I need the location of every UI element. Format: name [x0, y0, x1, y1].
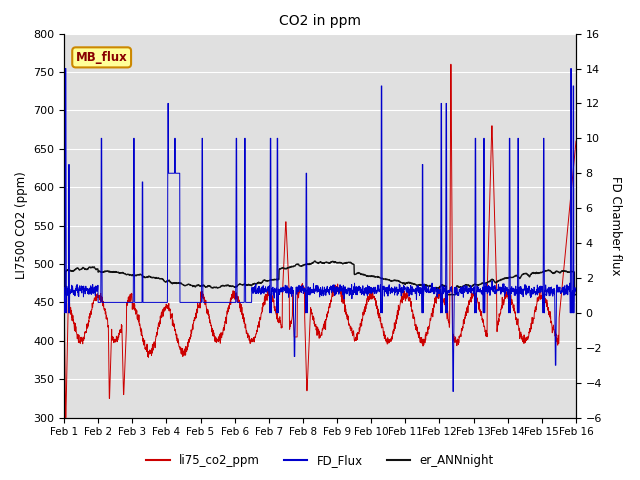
Legend: li75_co2_ppm, FD_Flux, er_ANNnight: li75_co2_ppm, FD_Flux, er_ANNnight	[141, 449, 499, 472]
Text: MB_flux: MB_flux	[76, 51, 127, 64]
Y-axis label: FD Chamber flux: FD Chamber flux	[609, 176, 621, 276]
Y-axis label: LI7500 CO2 (ppm): LI7500 CO2 (ppm)	[15, 172, 28, 279]
Title: CO2 in ppm: CO2 in ppm	[279, 14, 361, 28]
